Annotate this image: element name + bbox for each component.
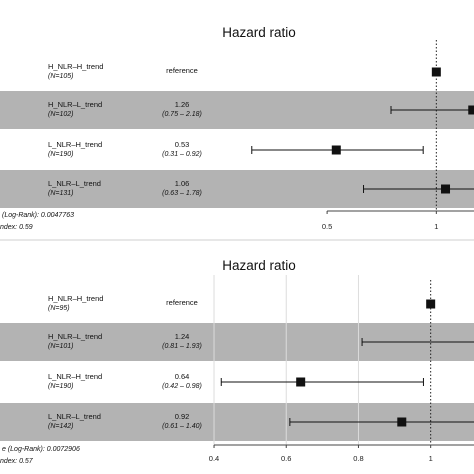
hr-marker	[296, 377, 306, 387]
group-n: (N=142)	[48, 423, 73, 430]
x-tick-label: 0.5	[322, 222, 332, 231]
group-n: (N=101)	[48, 343, 73, 350]
hr-marker	[397, 417, 407, 427]
hr-value: 1.24	[175, 332, 190, 341]
hr-value: reference	[166, 66, 198, 75]
group-label: L_NLR–L_trend	[48, 412, 101, 421]
hr-marker	[441, 184, 451, 194]
group-label: H_NLR–L_trend	[48, 100, 102, 109]
hr-value: reference	[166, 298, 198, 307]
x-tick-label: 0.4	[209, 454, 219, 463]
group-label: L_NLR–H_trend	[48, 372, 102, 381]
x-tick-label: 0.8	[353, 454, 363, 463]
footer-text: (Log-Rank): 0.0047763	[2, 212, 74, 219]
hr-value: 0.92	[175, 412, 190, 421]
hr-ci: (0.63 – 1.78)	[162, 190, 202, 197]
group-n: (N=190)	[48, 383, 73, 390]
group-n: (N=105)	[48, 73, 73, 80]
hr-value: 1.06	[175, 179, 190, 188]
hr-marker	[431, 67, 441, 77]
hr-ci: (0.81 – 1.93)	[162, 343, 202, 350]
group-label: L_NLR–L_trend	[48, 179, 101, 188]
group-n: (N=131)	[48, 190, 73, 197]
hr-ci: (0.31 – 0.92)	[162, 151, 202, 158]
hr-marker	[426, 299, 436, 309]
hr-ci: (0.61 – 1.40)	[162, 423, 202, 430]
group-label: H_NLR–L_trend	[48, 332, 102, 341]
group-n: (N=190)	[48, 151, 73, 158]
hr-marker	[468, 105, 474, 115]
hr-ci: (0.42 – 0.98)	[162, 383, 202, 390]
panel-title: Hazard ratio	[222, 25, 296, 40]
hr-value: 0.53	[175, 140, 190, 149]
group-label: H_NLR–H_trend	[48, 294, 103, 303]
x-tick-label: 0.6	[281, 454, 291, 463]
hr-value: 0.64	[175, 372, 190, 381]
x-tick-label: 1	[434, 222, 438, 231]
group-label: H_NLR–H_trend	[48, 62, 103, 71]
hr-ci: (0.75 – 2.18)	[162, 111, 202, 118]
footer-text: ndex: 0.59	[0, 224, 33, 231]
x-tick-label: 1	[429, 454, 433, 463]
group-n: (N=102)	[48, 111, 73, 118]
footer-text: e (Log-Rank): 0.0072906	[2, 446, 80, 453]
footer-text: ndex: 0.57	[0, 458, 34, 465]
hr-value: 1.26	[175, 100, 190, 109]
panel-title: Hazard ratio	[222, 258, 296, 273]
group-n: (N=95)	[48, 305, 70, 312]
group-label: L_NLR–H_trend	[48, 140, 102, 149]
hr-marker	[331, 145, 341, 155]
